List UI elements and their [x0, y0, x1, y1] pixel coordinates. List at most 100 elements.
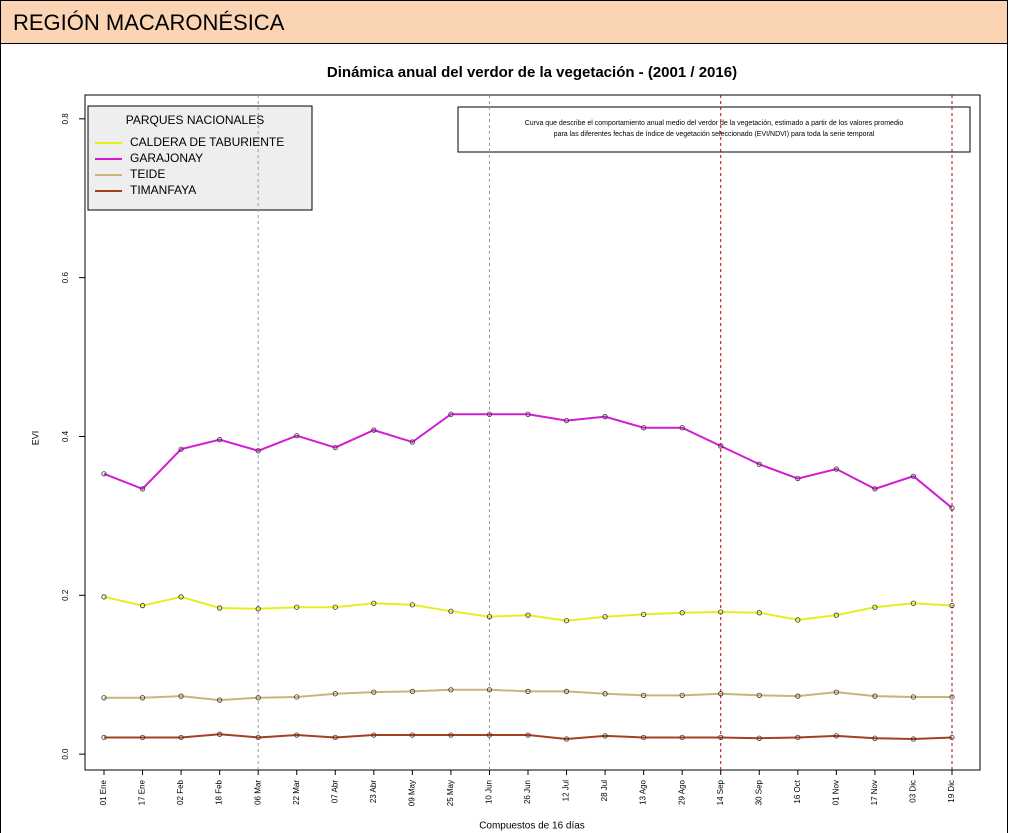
- point: [641, 611, 647, 617]
- point: [101, 471, 107, 477]
- point: [641, 425, 647, 431]
- section-header: REGIÓN MACARONÉSICA: [0, 0, 1008, 44]
- point: [679, 734, 685, 741]
- point: [409, 688, 415, 694]
- point: [563, 736, 570, 742]
- point: [679, 610, 685, 616]
- x-tick-label: 07 Abr: [330, 780, 339, 803]
- point: [101, 695, 107, 701]
- point: [563, 618, 570, 624]
- annotation-box: [457, 106, 971, 153]
- point: [872, 735, 878, 741]
- point: [178, 693, 184, 699]
- point: [371, 689, 377, 695]
- point: [332, 444, 338, 451]
- point: [949, 734, 955, 741]
- point: [332, 604, 338, 610]
- point: [756, 692, 762, 698]
- point: [910, 600, 917, 606]
- point: [679, 425, 685, 431]
- point: [910, 736, 917, 742]
- point: [332, 691, 338, 697]
- legend-box: [87, 105, 313, 211]
- x-tick-label: 28 Jul: [600, 780, 609, 802]
- point: [448, 687, 454, 693]
- x-tick-label: 29 Ago: [677, 779, 686, 804]
- point: [525, 688, 531, 694]
- x-tick-label: 30 Sep: [754, 779, 763, 805]
- legend-title: PARQUES NACIONALES: [126, 113, 264, 127]
- point: [756, 461, 762, 467]
- point: [139, 695, 146, 701]
- annotation-line: para las diferentes fechas de índice de …: [554, 131, 875, 138]
- legend-label: CALDERA DE TABURIENTE: [130, 135, 284, 149]
- x-tick-label: 10 Jun: [485, 780, 494, 804]
- point: [294, 694, 300, 700]
- point: [139, 603, 146, 609]
- point: [178, 594, 184, 600]
- x-tick-label: 22 Mar: [292, 780, 301, 805]
- point: [602, 414, 608, 420]
- point: [563, 688, 570, 694]
- x-tick-label: 02 Feb: [176, 779, 185, 804]
- point: [486, 732, 493, 738]
- point: [718, 691, 724, 697]
- point: [101, 594, 107, 600]
- point: [486, 614, 493, 620]
- point: [718, 609, 724, 615]
- point: [795, 617, 801, 623]
- x-tick-label: 12 Jul: [562, 780, 571, 802]
- point: [294, 433, 300, 439]
- point: [178, 734, 184, 741]
- x-tick-label: 18 Feb: [215, 779, 224, 804]
- point: [255, 695, 261, 701]
- section-body: [0, 44, 1008, 833]
- point: [910, 694, 917, 700]
- legend-label: GARAJONAY: [130, 151, 203, 165]
- point: [795, 475, 801, 482]
- point: [178, 446, 184, 452]
- point: [910, 473, 917, 479]
- point: [371, 600, 377, 606]
- point: [409, 439, 415, 445]
- point: [486, 411, 493, 417]
- series-line: [104, 688, 952, 702]
- y-tick-label: 0.4: [61, 430, 70, 442]
- point: [756, 610, 762, 616]
- point: [448, 732, 454, 738]
- legend-label: TEIDE: [130, 167, 165, 181]
- point: [525, 612, 531, 618]
- x-tick-label: 16 Oct: [793, 779, 802, 803]
- x-tick-label: 01 Nov: [831, 780, 840, 805]
- x-axis-label: Compuestos de 16 días: [479, 821, 585, 832]
- point: [486, 687, 493, 693]
- point: [602, 614, 608, 620]
- point: [255, 606, 261, 612]
- point: [756, 735, 762, 741]
- chart-title: Dinámica anual del verdor de la vegetaci…: [327, 64, 737, 81]
- x-tick-label: 19 Dic: [947, 780, 956, 803]
- point: [525, 732, 531, 738]
- x-tick-label: 14 Sep: [716, 779, 725, 805]
- point: [217, 437, 223, 443]
- x-tick-label: 06 Mar: [253, 780, 262, 805]
- y-tick-label: 0.8: [61, 113, 70, 125]
- point: [139, 734, 146, 741]
- x-tick-label: 25 May: [446, 780, 455, 806]
- plot-frame: [84, 94, 981, 771]
- point: [949, 505, 955, 511]
- x-tick-label: 23 Abr: [369, 780, 378, 803]
- point: [833, 689, 839, 695]
- y-axis-label: EVI: [30, 431, 40, 446]
- legend-label: TIMANFAYA: [130, 183, 196, 197]
- point: [217, 697, 223, 703]
- point: [563, 417, 570, 424]
- point: [872, 486, 878, 492]
- point: [872, 604, 878, 610]
- point: [833, 466, 839, 472]
- x-tick-label: 09 May: [407, 780, 416, 806]
- point: [641, 734, 647, 741]
- x-tick-label: 03 Dic: [909, 780, 918, 803]
